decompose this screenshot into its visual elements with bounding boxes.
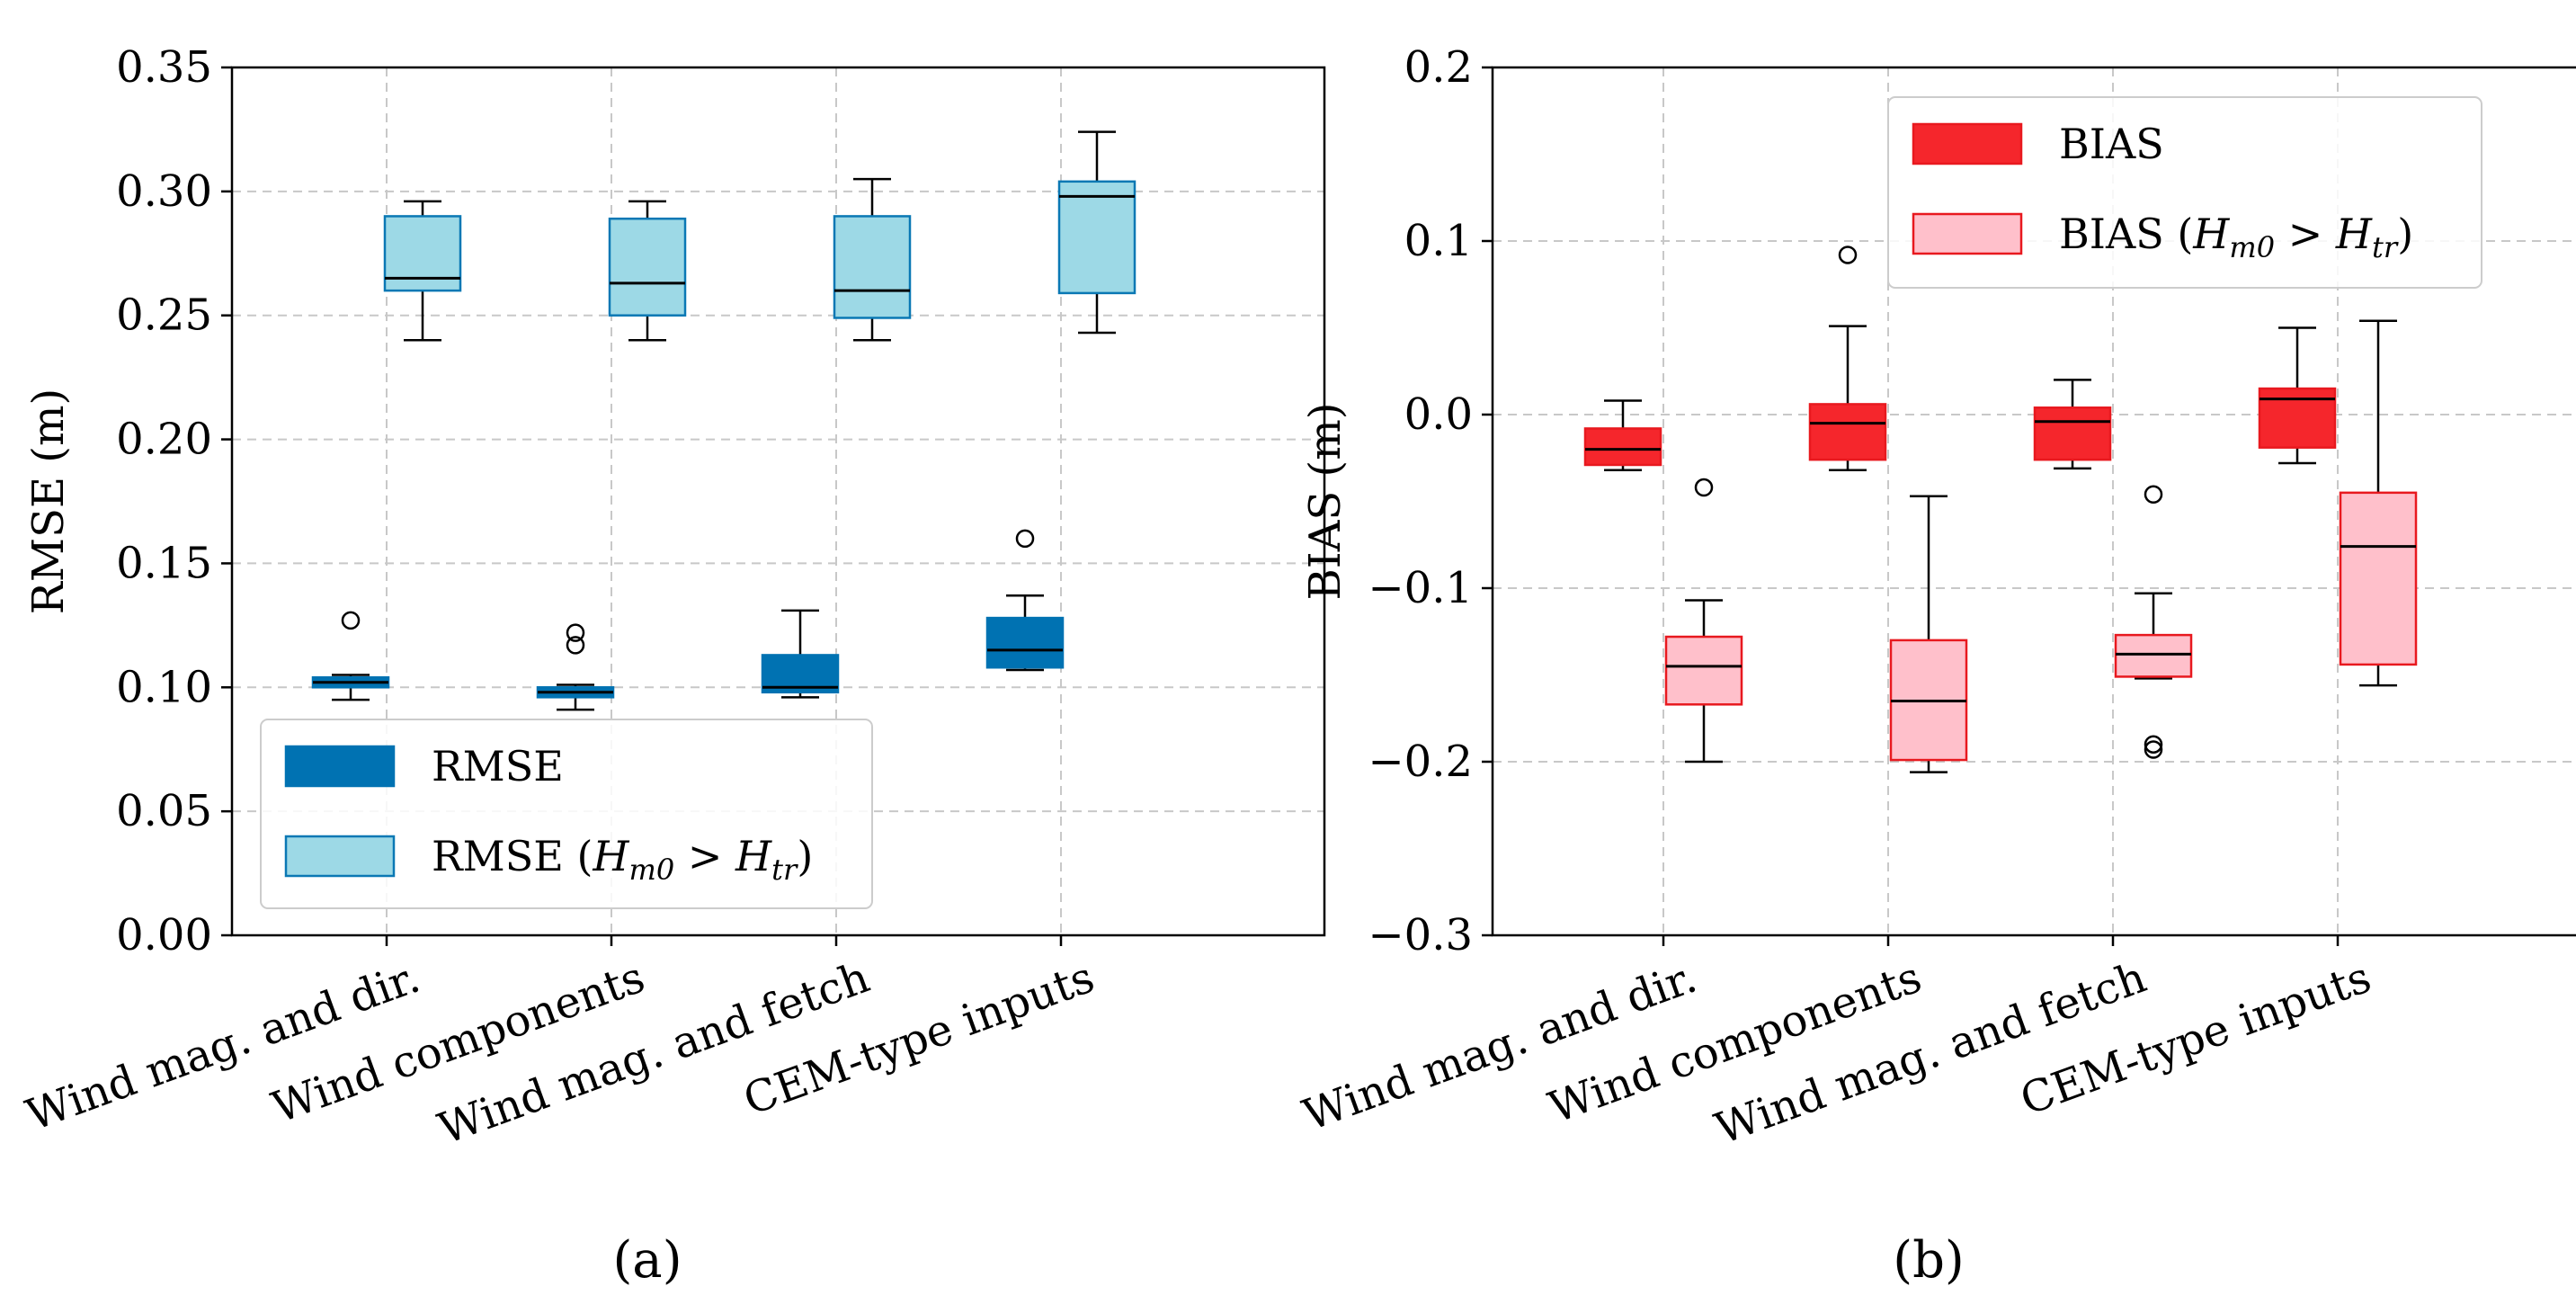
y-tick-label: 0.30 (116, 166, 212, 217)
legend-label-part: tr (771, 853, 798, 887)
legend-swatch (284, 745, 396, 788)
x-category-label: Wind mag. and dir. (20, 952, 426, 1141)
outlier-point (1838, 246, 1858, 264)
y-tick-label: −0.3 (1368, 910, 1473, 960)
legend-label: BIAS (2059, 120, 2164, 168)
y-tick-label: 0.00 (116, 910, 212, 960)
legend-swatch (1912, 212, 2023, 255)
legend-label-part: BIAS (2059, 120, 2164, 168)
outlier-point (1694, 478, 1714, 497)
outlier-point (2144, 485, 2163, 505)
box-bias (1808, 403, 1887, 461)
legend-label-part: RMSE ( (432, 832, 593, 880)
y-tick-label: 0.25 (116, 290, 212, 341)
y-tick-label: 0.15 (116, 538, 212, 588)
outlier-point (2144, 735, 2163, 754)
legend-box (1887, 96, 2482, 289)
y-tick-label: 0.05 (116, 786, 212, 836)
box-bias (1583, 427, 1662, 467)
legend-label-part: m0 (629, 853, 675, 887)
legend-label-part: H (735, 832, 772, 880)
plot-frame (230, 66, 1326, 937)
y-tick-label: 0.1 (1404, 216, 1473, 266)
legend-swatch (1912, 122, 2023, 165)
box-rmse (985, 616, 1065, 669)
legend-label-part: BIAS ( (2059, 210, 2193, 258)
legend-label-part: > (674, 832, 735, 880)
box-bias (2033, 406, 2112, 461)
box-bias-hm0-htr- (2339, 491, 2418, 666)
legend-label: RMSE (432, 742, 564, 790)
y-tick-label: 0.10 (116, 662, 212, 712)
box-rmse-hm0-htr- (833, 215, 912, 319)
panel-b-bias: (b) −0.3 −0.2 −0.1 0.0 0.1 0.2 BIAS (m) Wind ma… (1297, 42, 2576, 1290)
panel-a-rmse: (a) 0.00 0.05 0.10 0.15 0.20 0.25 0.30 0.35 RMSE… (20, 42, 1326, 1290)
plot-frame (1491, 66, 2576, 937)
panel-a-label: (a) (612, 1231, 682, 1290)
y-axis-label: RMSE (m) (23, 389, 74, 614)
legend-label-part: H (2192, 210, 2230, 258)
legend-label-part: H (2335, 210, 2373, 258)
box-bias-hm0-htr- (2114, 633, 2193, 678)
y-tick-label: 0.35 (116, 42, 212, 93)
box-bias-hm0-htr- (1664, 635, 1743, 706)
outlier-point (1015, 529, 1035, 549)
legend-label-part: RMSE (432, 742, 564, 790)
y-tick-label: 0.20 (116, 415, 212, 465)
y-tick-label: −0.2 (1368, 737, 1473, 787)
legend-label-part: ) (2397, 210, 2413, 258)
outlier-point (566, 636, 585, 655)
legend-box (260, 719, 873, 909)
outlier-point (341, 611, 361, 630)
box-rmse-hm0-htr- (608, 217, 687, 317)
legend-label-part: H (592, 832, 629, 880)
outlier-point (566, 623, 585, 642)
y-tick-label: 0.2 (1404, 42, 1473, 93)
legend-label: BIAS (Hm0 > Htr) (2059, 210, 2413, 264)
y-tick-label: −0.1 (1368, 563, 1473, 613)
legend-swatch (284, 835, 396, 878)
legend-label: RMSE (Hm0 > Htr) (432, 832, 813, 887)
y-axis-label: BIAS (m) (1300, 402, 1350, 600)
panel-b-label: (b) (1893, 1231, 1965, 1290)
legend-label-part: m0 (2229, 230, 2275, 264)
legend-label-part: ) (797, 832, 813, 880)
box-rmse-hm0-htr- (1057, 180, 1136, 295)
legend-label-part: > (2275, 210, 2336, 258)
x-category-label: Wind mag. and dir. (1297, 952, 1703, 1141)
box-bias (2258, 387, 2337, 449)
outlier-point (2144, 740, 2163, 759)
y-tick-label: 0.0 (1404, 389, 1473, 440)
legend-label-part: tr (2372, 230, 2399, 264)
